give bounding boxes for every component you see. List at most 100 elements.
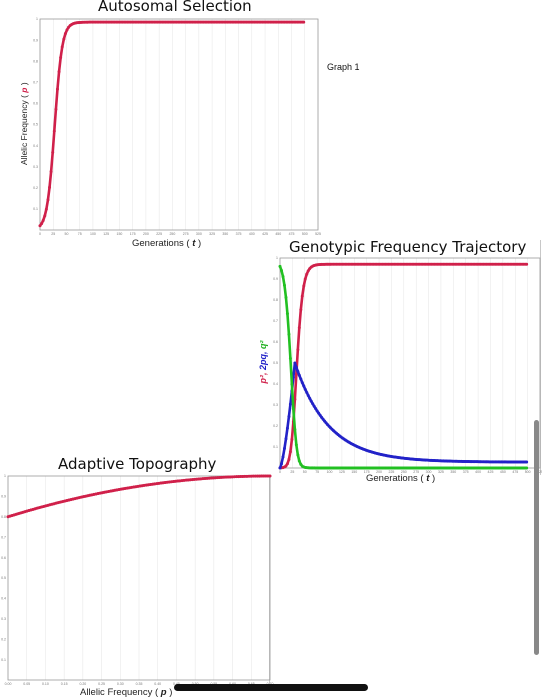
data-point [312, 404, 316, 408]
x-tick-label: 300 [426, 470, 432, 474]
data-point [52, 129, 56, 133]
y-tick-label: 0.3 [273, 403, 278, 407]
x-tick-label: 350 [450, 470, 456, 474]
data-point [294, 443, 298, 447]
data-point [279, 462, 283, 466]
x-tick-label: 275 [413, 470, 419, 474]
x-tick-label: 50 [303, 470, 307, 474]
chart-topography: 0.000.050.100.150.200.250.300.350.400.45… [1, 474, 273, 686]
x-tick-label: 375 [236, 232, 242, 236]
data-point [287, 415, 291, 419]
x-tick-label: 150 [351, 470, 357, 474]
y-tick-label: 0.9 [1, 495, 6, 499]
data-point [279, 268, 283, 272]
x-tick-label: 0.40 [154, 682, 161, 686]
data-point [258, 474, 262, 478]
data-point [46, 198, 50, 202]
data-point [249, 474, 253, 478]
x-tick-label: 0.25 [98, 682, 105, 686]
data-point [297, 459, 301, 463]
x-axis-label-topography: Allelic Frequency ( p ) [80, 687, 173, 698]
data-point [294, 365, 298, 369]
data-point [54, 107, 58, 111]
y-tick-label: 0.6 [33, 102, 38, 106]
x-tick-label: 50 [65, 232, 69, 236]
data-point [57, 70, 61, 74]
data-point [299, 377, 303, 381]
series-genotypic-2 [278, 264, 529, 470]
x-tick-label: 200 [376, 470, 382, 474]
data-point [282, 447, 286, 451]
data-point [291, 407, 295, 411]
x-tick-label: 100 [90, 232, 96, 236]
data-point [309, 399, 313, 403]
x-tick-label: 75 [315, 470, 319, 474]
data-point [317, 411, 321, 415]
x-tick-label: 0.10 [42, 682, 49, 686]
data-point [281, 455, 285, 459]
data-point [284, 464, 288, 468]
vertical-scrollbar[interactable] [534, 420, 539, 655]
y-tick-label: 0.4 [33, 144, 38, 148]
x-tick-label: 425 [262, 232, 268, 236]
x-axis-label-autosomal: Generations ( t ) [132, 238, 202, 249]
data-point [293, 361, 297, 365]
x-tick-label: 525 [315, 232, 321, 236]
data-point [62, 37, 66, 41]
chart-title-genotypic: Genotypic Frequency Trajectory [289, 238, 527, 256]
x-tick-label: 325 [209, 232, 215, 236]
x-tick-label: 100 [327, 470, 333, 474]
data-point [314, 407, 318, 411]
data-point [290, 382, 294, 386]
y-tick-label: 0.2 [33, 186, 38, 190]
y-tick-label: 1 [276, 256, 278, 260]
data-point [300, 381, 304, 385]
data-point [303, 387, 307, 391]
data-point [284, 437, 288, 441]
data-point [266, 474, 270, 478]
panel-divider [540, 240, 541, 475]
data-point [285, 462, 289, 466]
data-point [294, 372, 298, 376]
y-tick-label: 0.9 [33, 38, 38, 42]
x-tick-label: 0 [279, 470, 281, 474]
data-point [302, 384, 306, 388]
data-point [303, 277, 307, 281]
y-tick-label: 0.4 [273, 382, 278, 386]
data-point [49, 169, 53, 173]
x-tick-label: 150 [117, 232, 123, 236]
data-point [278, 264, 282, 268]
data-point [308, 396, 312, 400]
x-tick-label: 500 [302, 232, 308, 236]
x-tick-label: 250 [169, 232, 175, 236]
y-tick-label: 0.8 [33, 59, 38, 63]
x-axis-label-genotypic: Generations ( t ) [366, 473, 436, 484]
data-point [285, 426, 289, 430]
data-point [293, 427, 297, 431]
y-tick-label: 0.3 [1, 617, 6, 621]
data-point [281, 275, 285, 279]
data-point [262, 474, 266, 478]
data-point [234, 475, 238, 479]
y-tick-label: 0.2 [1, 637, 6, 641]
data-point [288, 356, 292, 360]
x-tick-label: 425 [488, 470, 494, 474]
series-topography-0 [6, 474, 272, 519]
home-indicator[interactable] [174, 684, 368, 691]
data-point [287, 332, 291, 336]
x-tick-label: 500 [525, 470, 531, 474]
y-tick-label: 0.1 [1, 658, 6, 662]
plot-frame [279, 257, 541, 469]
y-tick-label: 0.8 [1, 515, 6, 519]
data-point [255, 474, 259, 478]
y-tick-label: 0.1 [273, 445, 278, 449]
y-tick-label: 0.4 [1, 597, 6, 601]
y-tick-label: 0.2 [273, 424, 278, 428]
x-tick-label: 325 [438, 470, 444, 474]
y-tick-label: 1 [4, 474, 6, 478]
chart-title-autosomal: Autosomal Selection [98, 0, 252, 15]
data-point [60, 45, 64, 49]
series-autosomal-0 [38, 20, 306, 228]
data-point [55, 87, 59, 91]
x-tick-label: 0.15 [61, 682, 68, 686]
